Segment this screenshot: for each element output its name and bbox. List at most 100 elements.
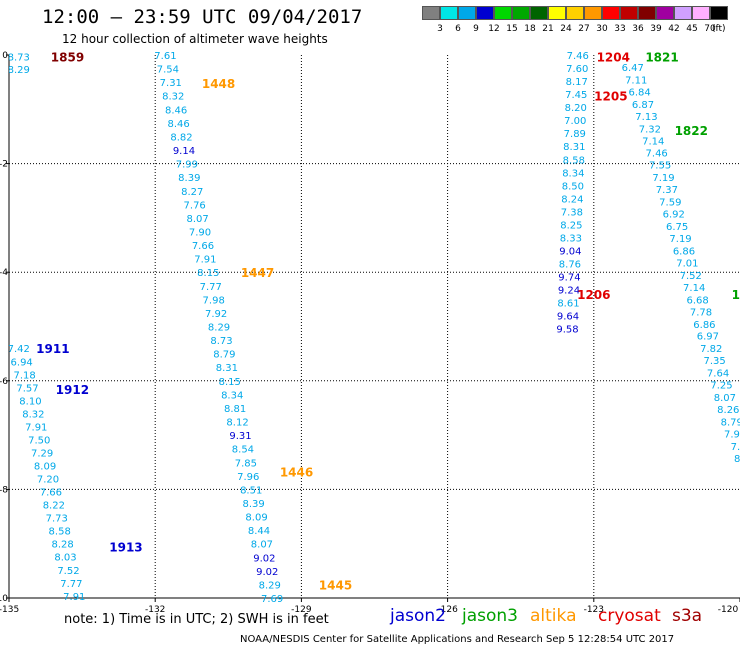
wave-height-label: 8.54 (232, 445, 254, 456)
wave-height-label: 9.74 (558, 273, 580, 284)
pass-time-label: 1445 (319, 578, 352, 592)
wave-height-label: 7.91 (63, 592, 85, 603)
page-subtitle: 12 hour collection of altimeter wave hei… (62, 32, 328, 46)
wave-height-label: 8.50 (562, 181, 584, 192)
color-scale-label: 39 (650, 24, 662, 34)
wave-height-label: 7.13 (635, 112, 657, 123)
color-scale-swatch (530, 6, 548, 20)
pass-time-label: 1821 (645, 51, 678, 65)
wave-height-label: 8.07 (186, 214, 208, 225)
wave-height-label: 7.99 (176, 160, 198, 171)
wave-height-label: 7.32 (639, 124, 661, 135)
wave-height-label: 6.86 (673, 246, 695, 257)
legend-item-altika: altika (530, 606, 577, 626)
wave-height-label: 9.31 (229, 431, 251, 442)
wave-height-label: 7.54 (157, 65, 179, 76)
wave-height-label: 7.61 (154, 51, 176, 62)
wave-height-label: 8.31 (216, 363, 238, 374)
wave-height-label: 7.98 (203, 295, 225, 306)
x-tick-label: -135 (0, 605, 19, 615)
wave-height-label: 7.96 (237, 472, 259, 483)
wave-height-label: 8.20 (565, 103, 587, 114)
wave-height-label: 7.55 (649, 161, 671, 172)
wave-height-label: 7.14 (642, 136, 664, 147)
wave-height-label: 7.92 (724, 429, 740, 440)
wave-height-label: 8.82 (170, 132, 192, 143)
wave-height-label: 6.84 (628, 87, 650, 98)
x-tick-label: -132 (145, 605, 165, 615)
color-scale-label: 45 (686, 24, 698, 34)
wave-height-label: 7.52 (57, 566, 79, 577)
wave-height-label: 7.00 (564, 116, 586, 127)
pass-time-label: 1447 (241, 266, 274, 280)
pass-time-label: 1204 (597, 51, 630, 65)
wave-height-label: 8.58 (563, 155, 585, 166)
wave-height-label: 8.79 (721, 418, 740, 429)
color-scale-swatch (584, 6, 602, 20)
wave-height-label: 8.27 (181, 187, 203, 198)
wave-height-label: 7.56 (75, 644, 97, 650)
wave-height-label: 7.9 (731, 442, 740, 453)
wave-height-label: 7.57 (16, 383, 38, 394)
wave-height-label: 8.58 (49, 527, 71, 538)
wave-height-label: 7.91 (194, 255, 216, 266)
pass-time-label: 1822 (675, 124, 708, 138)
wave-height-label: 8.73 (210, 336, 232, 347)
wave-height-label: 7.25 (710, 381, 732, 392)
color-scale-swatch (656, 6, 674, 20)
color-scale-label: 27 (578, 24, 590, 34)
wave-height-label: 8.39 (178, 173, 200, 184)
color-scale-swatch (602, 6, 620, 20)
wave-height-label: 9.58 (556, 325, 578, 336)
wave-height-label: 6.97 (697, 332, 719, 343)
wave-height-label: 6.87 (632, 100, 654, 111)
wave-height-label: 7.73 (46, 514, 68, 525)
wave-height-label: 9.24 (558, 286, 580, 297)
wave-height-label: 8.46 (167, 119, 189, 130)
wave-height-label: 7.91 (25, 422, 47, 433)
wave-height-label: 8.09 (34, 462, 56, 473)
wave-height-label: 9.02 (253, 553, 275, 564)
wave-height-label: 7.46 (646, 149, 668, 160)
wave-height-label: 7.77 (60, 579, 82, 590)
wave-height-label: 8.81 (224, 404, 246, 415)
color-scale-swatch (476, 6, 494, 20)
color-scale-label: 42 (668, 24, 680, 34)
wave-height-label: 9.02 (256, 567, 278, 578)
wave-height-label: 8.44 (248, 526, 270, 537)
wave-height-label: 8.29 (259, 580, 281, 591)
color-scale-swatch (458, 6, 476, 20)
wave-height-label: 8.03 (54, 553, 76, 564)
wave-height-label: 8.22 (43, 501, 65, 512)
color-scale-swatch (674, 6, 692, 20)
pass-time-label: 1205 (594, 90, 627, 104)
legend-item-jason3: jason3 (462, 606, 518, 626)
wave-height-label: 7.52 (680, 271, 702, 282)
color-scale-label: 21 (542, 24, 554, 34)
wave-height-label: 6.68 (686, 295, 708, 306)
wave-height-label: 7.14 (683, 283, 705, 294)
color-scale-unit: (ft) (712, 24, 726, 34)
legend-item-s3a: s3a (672, 606, 703, 626)
color-scale-swatch (512, 6, 530, 20)
color-scale-label: 9 (473, 24, 479, 34)
wave-height-label: 8.46 (165, 105, 187, 116)
pass-time-label: 1206 (577, 288, 610, 302)
wave-height-label: 8.15 (197, 268, 219, 279)
y-tick-label: -8 (0, 485, 8, 495)
wave-height-label: 6.94 (11, 357, 33, 368)
color-scale-swatch (548, 6, 566, 20)
wave-height-label: 8.25 (560, 220, 582, 231)
color-scale-label: 3 (437, 24, 443, 34)
color-scale-swatch (440, 6, 458, 20)
wave-height-label: 7.42 (8, 344, 30, 355)
pass-time-label: 1912 (56, 383, 89, 397)
color-scale-swatch (710, 6, 728, 20)
y-tick-label: 0 (2, 51, 8, 61)
wave-height-label: 8.0 (734, 454, 740, 465)
color-scale-swatch (566, 6, 584, 20)
wave-height-label: 8.76 (559, 260, 581, 271)
wave-height-label: 8.34 (562, 168, 584, 179)
wave-height-label: 8.39 (243, 499, 265, 510)
